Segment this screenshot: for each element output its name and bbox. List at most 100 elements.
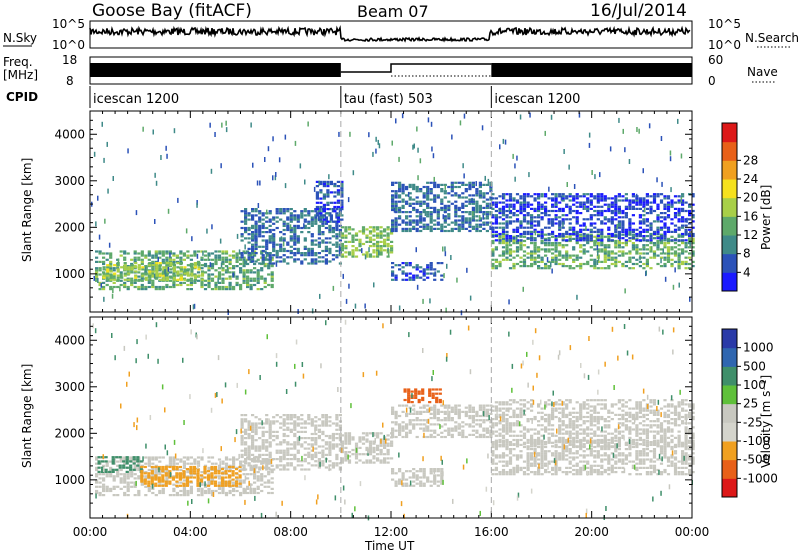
colorbar-tick-2: 100 — [743, 378, 766, 392]
scatter-specks — [92, 319, 693, 521]
colorbar-swatch-0 — [722, 272, 737, 292]
colorbar-tick-5: -100 — [743, 434, 770, 448]
ytick-label-3: 4000 — [54, 127, 85, 141]
data-region-3 — [315, 180, 344, 223]
data-region-1 — [102, 262, 205, 281]
cpid-segments: icescan 1200 tau (fast) 503 icescan 1200 — [89, 86, 580, 108]
freq-label-line2: [MHz] — [3, 68, 38, 82]
colorbar-swatch-4 — [722, 403, 737, 423]
x-axis-label: Time UT — [364, 539, 415, 553]
colorbar-tick-0: 4 — [743, 265, 751, 279]
data-region-9 — [491, 399, 695, 448]
data-region-8 — [491, 193, 695, 242]
noise-left-tick-top: 10^5 — [52, 17, 85, 31]
data-region-4 — [340, 432, 394, 464]
ytick-label-2: 3000 — [54, 380, 85, 394]
freq-block-1 — [491, 63, 692, 77]
xtick-label-5: 20:00 — [574, 525, 609, 539]
velocity-colorbar: 1000 500 100 25 -25 -100 -500 -1000 — [721, 328, 778, 498]
freq-left-tick-bottom: 8 — [66, 74, 74, 88]
data-region-5 — [391, 181, 493, 233]
noise-panel-frame — [89, 20, 693, 49]
power-colorbar-label: Power [dB] — [759, 185, 773, 250]
freq-label-line1: Freq. — [3, 55, 33, 69]
noise-trace — [89, 24, 691, 43]
colorbar-swatch-3 — [722, 216, 737, 236]
date-title: 16/Jul/2014 — [590, 1, 687, 21]
velocity-panel: 1000 2000 3000 4000 Slant Range [km] 1000 50… — [20, 316, 778, 553]
power-cells — [91, 112, 695, 316]
colorbar-swatch-7 — [722, 347, 737, 367]
power-ylabel: Slant Range [km] — [20, 158, 34, 262]
noise-panel: N.Sky 10^5 10^0 10^5 10^0 N.Search — [3, 17, 799, 52]
data-region-2 — [140, 465, 242, 487]
cpid-panel: CPID icescan 1200 tau (fast) 503 icescan 1… — [6, 86, 580, 108]
colorbar-swatch-1 — [722, 253, 737, 273]
colorbar-swatch-3 — [722, 422, 737, 442]
power-colorbar: 4 8 12 16 20 24 28 — [721, 122, 758, 292]
colorbar-swatch-8 — [722, 329, 737, 349]
colorbar-swatch-4 — [722, 197, 737, 217]
xtick-label-2: 08:00 — [273, 525, 308, 539]
cpid-segment-label-0: icescan 1200 — [93, 92, 179, 107]
colorbar-tick-1: 500 — [743, 359, 766, 373]
xtick-label-0: 00:00 — [73, 525, 108, 539]
colorbar-swatch-1 — [722, 459, 737, 479]
freq-block-0 — [90, 63, 341, 77]
freq-step-line — [340, 63, 492, 73]
ytick-label-1: 2000 — [54, 220, 85, 234]
data-region-7 — [391, 468, 444, 487]
colorbar-swatch-0 — [722, 478, 737, 498]
velocity-ylabel: Slant Range [km] — [20, 364, 34, 468]
xtick-label-4: 16:00 — [474, 525, 509, 539]
colorbar-tick-1: 8 — [743, 247, 751, 261]
xtick-label-6: 00:00 — [675, 525, 710, 539]
xtick-label-1: 04:00 — [173, 525, 208, 539]
noise-right-label: N.Search — [745, 31, 799, 45]
ytick-label-0: 1000 — [54, 267, 85, 281]
velocity-cells — [92, 319, 695, 521]
power-plot-frame — [89, 110, 693, 313]
colorbar-tick-6: -500 — [743, 453, 770, 467]
colorbar-tick-0: 1000 — [743, 341, 774, 355]
ytick-label-2: 3000 — [54, 174, 85, 188]
cpid-segment-label-2: icescan 1200 — [494, 92, 580, 107]
freq-panel: Freq. [MHz] 18 8 60 0 Nave — [3, 53, 778, 88]
velocity-colorbar-label: Velocity [m s⁻¹] — [759, 375, 773, 468]
scatter-specks — [91, 112, 691, 316]
freq-right-tick-top: 60 — [708, 53, 723, 67]
cpid-label: CPID — [6, 90, 38, 104]
velocity-axes: 1000 2000 3000 4000 — [54, 316, 693, 518]
colorbar-swatch-6 — [722, 366, 737, 386]
data-region-4 — [340, 226, 394, 258]
ytick-label-3: 4000 — [54, 333, 85, 347]
colorbar-tick-7: -1000 — [743, 471, 778, 485]
cpid-segment-label-1: tau (fast) 503 — [344, 92, 433, 107]
data-region-3 — [240, 414, 342, 471]
colorbar-tick-2: 12 — [743, 228, 758, 242]
beam-title: Beam 07 — [357, 2, 429, 21]
data-region-6 — [403, 388, 442, 404]
data-region-7 — [491, 233, 695, 270]
station-title: Goose Bay (fitACF) — [92, 1, 252, 21]
colorbar-tick-3: 16 — [743, 209, 758, 223]
xtick-label-3: 12:00 — [374, 525, 409, 539]
x-tick-labels: 00:00 04:00 08:00 12:00 16:00 20:00 00:00 — [73, 525, 710, 539]
noise-right-tick-bottom: 10^0 — [708, 38, 741, 52]
freq-left-tick-top: 18 — [62, 53, 77, 67]
ytick-label-1: 2000 — [54, 426, 85, 440]
freq-trace — [90, 63, 692, 77]
colorbar-swatch-6 — [722, 160, 737, 180]
freq-right-tick-bottom: 0 — [708, 74, 716, 88]
power-panel: 1000 2000 3000 4000 Slant Range [km] 4 8 12 16… — [20, 110, 773, 316]
colorbar-swatch-2 — [722, 235, 737, 255]
noise-left-tick-bottom: 10^0 — [52, 38, 85, 52]
colorbar-swatch-5 — [722, 179, 737, 199]
colorbar-swatch-2 — [722, 441, 737, 461]
data-region-2 — [240, 208, 342, 265]
data-region-1 — [97, 456, 143, 473]
ytick-label-0: 1000 — [54, 473, 85, 487]
noise-right-tick-top: 10^5 — [708, 17, 741, 31]
colorbar-tick-4: -25 — [743, 415, 763, 429]
